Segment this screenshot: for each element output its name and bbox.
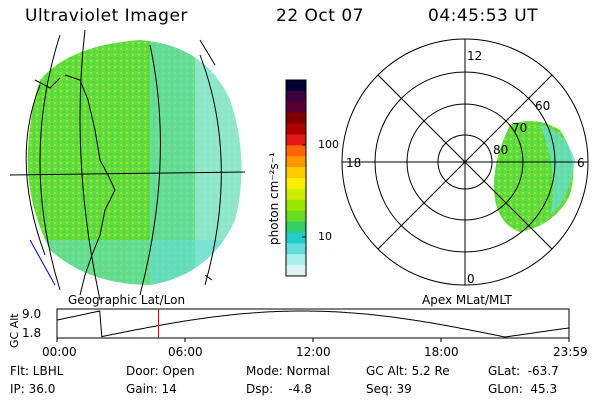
altitude-xtick-0: 00:00 bbox=[42, 345, 77, 359]
info-glon: GLon: 45.3 bbox=[488, 382, 558, 396]
colorbar-unit-label: photon cm⁻²s⁻¹ bbox=[267, 152, 281, 245]
mlat-label-80: 80 bbox=[493, 143, 508, 157]
coastline bbox=[64, 74, 116, 296]
colorbar-swatch bbox=[286, 112, 306, 125]
altitude-xtick-2: 12:00 bbox=[296, 345, 331, 359]
observation-date: 22 Oct 07 bbox=[276, 6, 364, 26]
info-seq: Seq: 39 bbox=[366, 382, 412, 396]
info-gc-alt: GC Alt: 5.2 Re bbox=[366, 364, 450, 378]
colorbar-swatch bbox=[286, 80, 306, 92]
colorbar-swatch bbox=[286, 243, 306, 255]
colorbar-swatch bbox=[286, 145, 306, 157]
colorbar-swatch bbox=[286, 156, 306, 168]
colorbar-swatch bbox=[286, 188, 306, 201]
info-ip: IP: 36.0 bbox=[10, 382, 56, 396]
mlat-label-60: 60 bbox=[535, 99, 550, 113]
colorbar-swatch bbox=[286, 221, 306, 233]
polar-plot bbox=[341, 38, 589, 286]
mlat-label-70: 70 bbox=[512, 121, 527, 135]
info-gain: Gain: 14 bbox=[126, 382, 177, 396]
mlt-label-12: 12 bbox=[467, 49, 482, 63]
instrument-title: Ultraviolet Imager bbox=[25, 6, 188, 26]
observation-time: 04:45:53 UT bbox=[428, 6, 539, 26]
colorbar-swatch bbox=[286, 210, 306, 223]
orbit-altitude-curve bbox=[56, 310, 570, 338]
altitude-ytick-high: 9.0 bbox=[22, 307, 41, 321]
info-door: Door: Open bbox=[126, 364, 195, 378]
info-mode: Mode: Normal bbox=[246, 364, 330, 378]
altitude-ytick-low: 1.8 bbox=[22, 326, 41, 340]
colorbar-tick-10: 10 bbox=[318, 230, 332, 243]
color-bar bbox=[285, 79, 307, 277]
colorbar-swatch bbox=[286, 265, 306, 277]
colorbar-swatch bbox=[286, 101, 306, 114]
mlt-label-18: 18 bbox=[346, 156, 361, 170]
altitude-xtick-3: 18:00 bbox=[424, 345, 459, 359]
colorbar-tick-100: 100 bbox=[318, 138, 339, 151]
right-panel-label: Apex MLat/MLT bbox=[422, 293, 512, 307]
colorbar-swatch bbox=[286, 134, 306, 146]
colorbar-swatch bbox=[286, 167, 306, 179]
colorbar-swatch bbox=[286, 199, 306, 212]
left-panel-label: Geographic Lat/Lon bbox=[68, 293, 185, 307]
info-filter: Flt: LBHL bbox=[10, 364, 64, 378]
geographic-image bbox=[9, 29, 246, 301]
info-dsp: Dsp: -4.8 bbox=[246, 382, 312, 396]
colorbar-swatch bbox=[286, 178, 306, 190]
limb-line bbox=[29, 239, 56, 286]
colorbar-swatch bbox=[286, 232, 306, 244]
altitude-xtick-1: 06:00 bbox=[168, 345, 203, 359]
mlt-label-0: 0 bbox=[467, 272, 475, 286]
colorbar-swatch bbox=[286, 123, 306, 135]
altitude-xtick-4: 23:59 bbox=[553, 345, 588, 359]
colorbar-swatch bbox=[286, 254, 306, 266]
altitude-plot bbox=[56, 308, 570, 342]
mlt-label-6: 6 bbox=[577, 156, 585, 170]
colorbar-swatch bbox=[286, 90, 306, 103]
info-glat: GLat: -63.7 bbox=[488, 364, 559, 378]
altitude-ylabel: GC Alt bbox=[8, 313, 21, 348]
equator-line bbox=[9, 171, 246, 176]
